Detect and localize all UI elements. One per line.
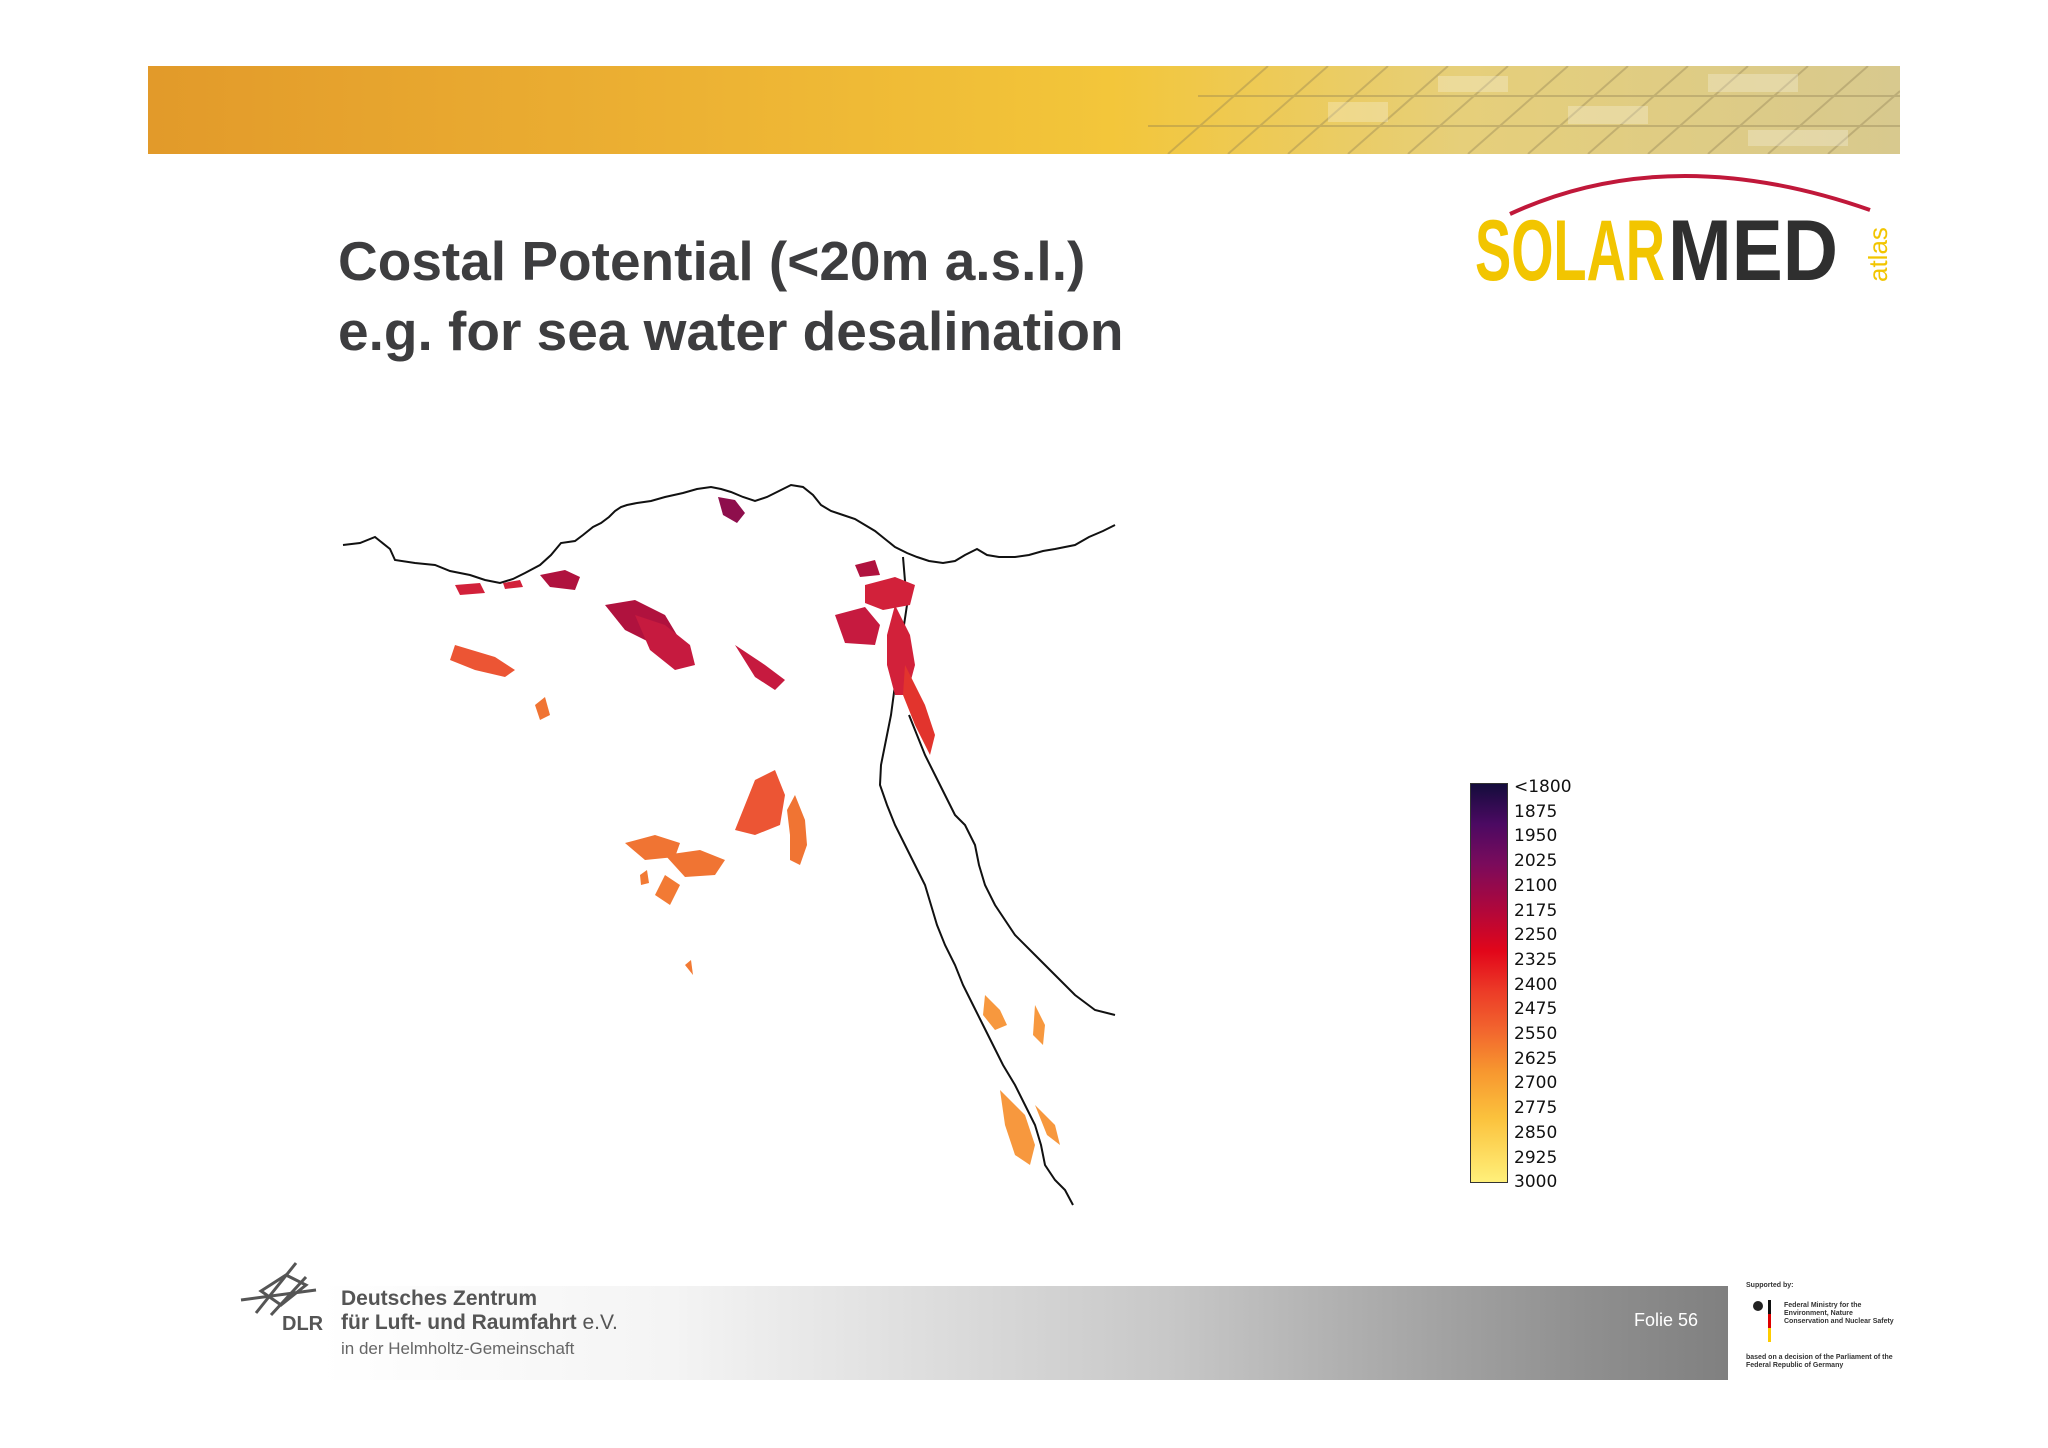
federal-eagle-icon [1753, 1300, 1771, 1342]
sponsor-block: Supported by: Federal Ministry for the E… [1744, 1282, 1894, 1372]
sponsor-footer: based on a decision of the Parliament of… [1746, 1354, 1893, 1369]
legend-label: 2025 [1514, 851, 1558, 872]
institution-name-suffix: e.V. [582, 1311, 618, 1334]
sponsor-ministry: Federal Ministry for the Environment, Na… [1784, 1302, 1894, 1325]
potential-zones [450, 497, 1060, 1165]
dlr-logo-block: DLR Deutsches Zentrum für Luft- und Raum… [232, 1255, 632, 1365]
legend-label: 2400 [1514, 974, 1558, 995]
legend-label: 3000 [1514, 1172, 1558, 1193]
footer-bar [320, 1286, 1728, 1380]
legend-label: 2850 [1514, 1122, 1558, 1143]
logo-med-text: MED [1668, 203, 1838, 299]
title-line-1: Costal Potential (<20m a.s.l.) [338, 230, 1086, 292]
header-banner [148, 66, 1900, 154]
legend-label: 2175 [1514, 900, 1558, 921]
legend-label: <1800 [1514, 777, 1572, 797]
legend-label: 1950 [1514, 826, 1558, 847]
coastal-potential-map [342, 483, 1116, 1206]
legend-label: 2625 [1514, 1048, 1558, 1069]
sponsor-header: Supported by: [1746, 1282, 1794, 1289]
solarmed-logo: SOLAR MED atlas [1475, 174, 1893, 299]
color-scale-bar [1470, 783, 1508, 1183]
solar-field-photo [1148, 66, 1900, 154]
logo-solar-text: SOLAR [1475, 203, 1665, 299]
legend-label: 2325 [1514, 949, 1558, 970]
sinai-west-coast [908, 714, 1116, 1016]
coastline [342, 483, 1116, 585]
legend-label: 2550 [1514, 1024, 1558, 1044]
institution-subtitle: in der Helmholtz-Gemeinschaft [341, 1339, 575, 1358]
logo-arc [1509, 174, 1871, 216]
institution-name-main: für Luft- und Raumfahrt [341, 1311, 577, 1334]
title-line-2: e.g. for sea water desalination [338, 300, 1124, 362]
logo-atlas-text: atlas [1863, 227, 1893, 282]
dlr-emblem-icon [240, 1262, 317, 1317]
gulf-suez-east-coast [878, 556, 1074, 1206]
slide-title: Costal Potential (<20m a.s.l.) e.g. for … [338, 226, 1124, 366]
legend-label: 2700 [1514, 1073, 1558, 1094]
legend-label: 1875 [1514, 801, 1558, 822]
institution-name-line-2: für Luft- und Raumfahrt e.V. [341, 1311, 618, 1335]
page-number: Folie 56 [1634, 1310, 1699, 1330]
institution-name-line-1: Deutsches Zentrum [341, 1287, 538, 1310]
dlr-abbreviation: DLR [282, 1313, 324, 1335]
legend-label: 2100 [1514, 875, 1558, 896]
legend-label: 2250 [1514, 925, 1558, 946]
legend-label: 2775 [1514, 1098, 1558, 1119]
legend-label: 2475 [1514, 999, 1558, 1020]
legend-label: 2925 [1514, 1147, 1558, 1168]
